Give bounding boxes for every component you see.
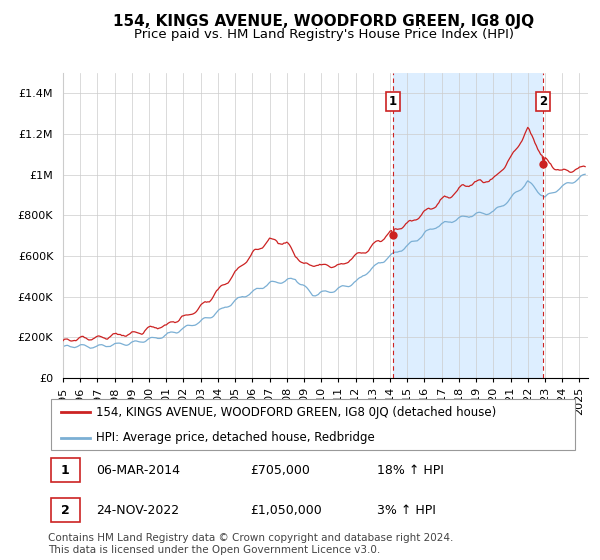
FancyBboxPatch shape xyxy=(50,498,80,522)
Text: 1: 1 xyxy=(61,464,70,477)
Text: Price paid vs. HM Land Registry's House Price Index (HPI): Price paid vs. HM Land Registry's House … xyxy=(134,28,514,41)
Text: HPI: Average price, detached house, Redbridge: HPI: Average price, detached house, Redb… xyxy=(96,431,374,444)
Text: 154, KINGS AVENUE, WOODFORD GREEN, IG8 0JQ (detached house): 154, KINGS AVENUE, WOODFORD GREEN, IG8 0… xyxy=(96,406,496,419)
FancyBboxPatch shape xyxy=(50,458,80,482)
Text: 154, KINGS AVENUE, WOODFORD GREEN, IG8 0JQ: 154, KINGS AVENUE, WOODFORD GREEN, IG8 0… xyxy=(113,14,535,29)
Text: 18% ↑ HPI: 18% ↑ HPI xyxy=(377,464,444,477)
Text: 2: 2 xyxy=(61,504,70,517)
Text: Contains HM Land Registry data © Crown copyright and database right 2024.
This d: Contains HM Land Registry data © Crown c… xyxy=(48,533,454,555)
Text: 3% ↑ HPI: 3% ↑ HPI xyxy=(377,504,436,517)
Text: £705,000: £705,000 xyxy=(250,464,310,477)
FancyBboxPatch shape xyxy=(50,399,575,450)
Text: 2: 2 xyxy=(539,95,547,108)
Bar xyxy=(393,73,543,378)
Text: 06-MAR-2014: 06-MAR-2014 xyxy=(96,464,180,477)
Text: £1,050,000: £1,050,000 xyxy=(250,504,322,517)
Text: 24-NOV-2022: 24-NOV-2022 xyxy=(96,504,179,517)
Text: 1: 1 xyxy=(389,95,397,108)
